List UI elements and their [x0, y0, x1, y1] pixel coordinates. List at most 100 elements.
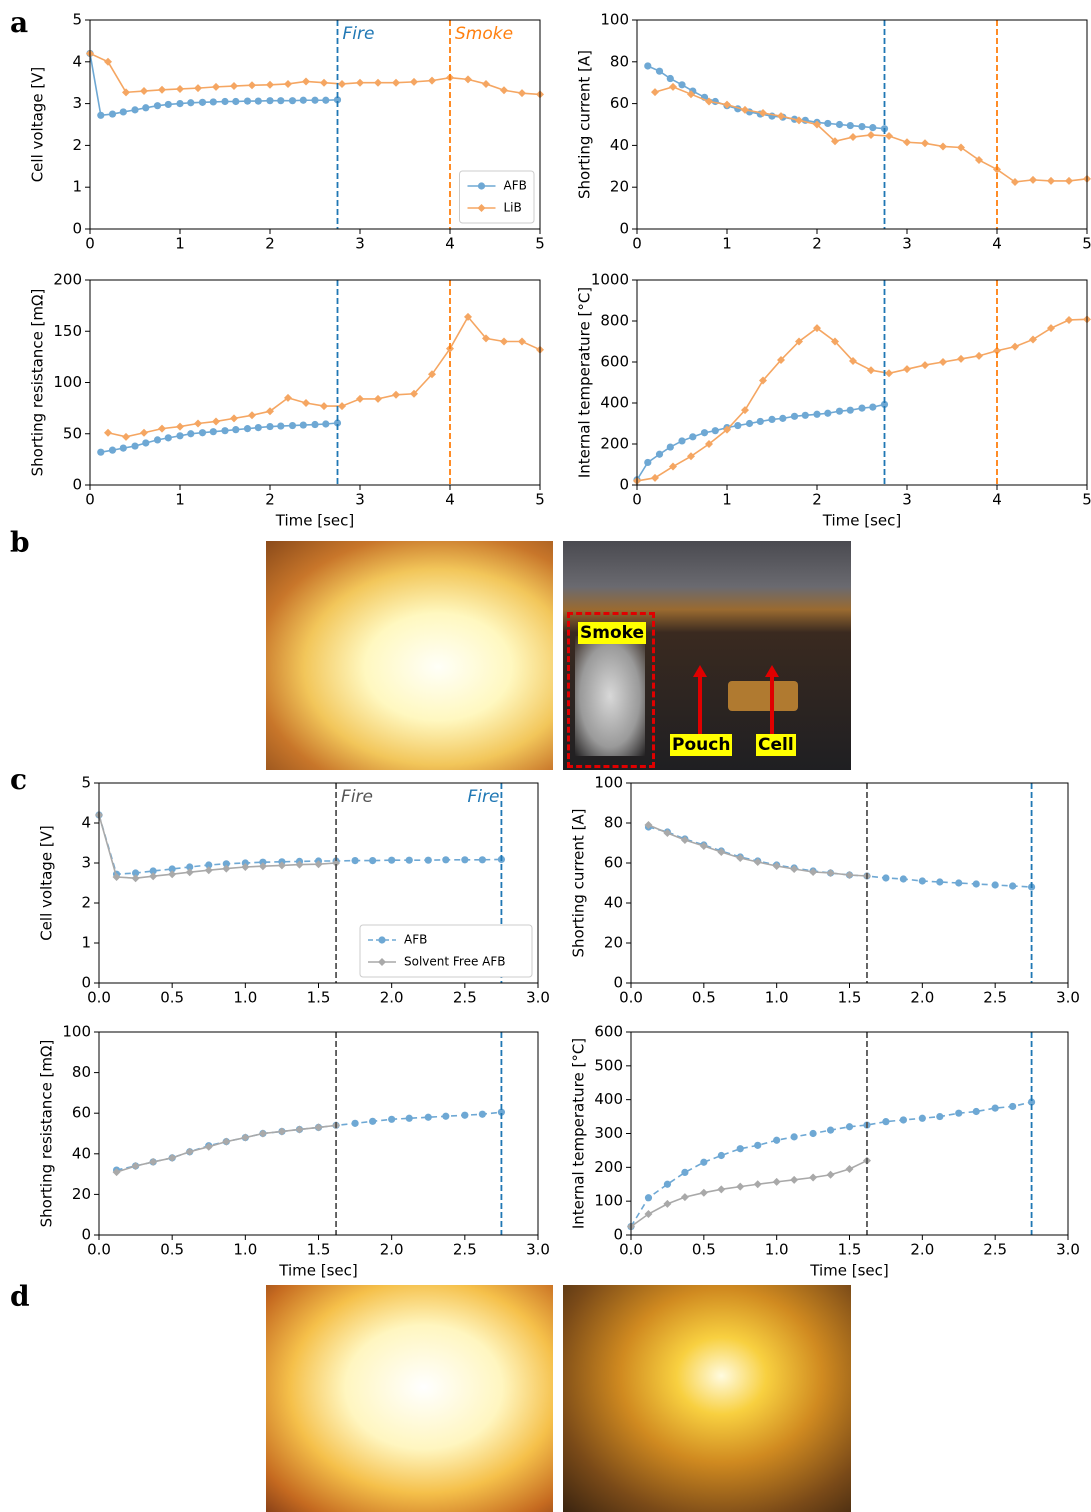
data-point	[1029, 335, 1037, 344]
data-point	[168, 865, 176, 873]
data-point	[717, 848, 726, 856]
series-line	[89, 52, 541, 96]
data-point	[314, 1123, 323, 1132]
data-point	[464, 75, 472, 84]
series-line	[636, 318, 1088, 482]
data-point	[1009, 882, 1017, 890]
data-point	[424, 1113, 432, 1121]
data-point	[759, 376, 767, 385]
plot-frame	[89, 19, 541, 230]
x-tick-label: 3.0	[526, 1241, 550, 1259]
legend-label: LiB	[504, 201, 522, 215]
x-tick-label: 2	[265, 235, 275, 253]
data-point	[149, 872, 158, 881]
data-point	[772, 1177, 781, 1186]
x-tick-label: 2.5	[453, 1241, 477, 1259]
data-point	[655, 450, 664, 458]
data-point	[736, 854, 745, 862]
series-line	[630, 1101, 1032, 1227]
y-tick-label: 80	[604, 814, 623, 832]
x-tick-label: 3	[355, 491, 365, 509]
series-line	[116, 1124, 337, 1173]
data-point	[644, 62, 652, 70]
data-point	[277, 861, 286, 870]
data-point	[187, 430, 195, 438]
data-point	[254, 97, 262, 105]
data-point	[678, 81, 686, 89]
data-point	[991, 1104, 999, 1112]
data-point	[176, 84, 184, 93]
data-point	[975, 351, 983, 360]
data-point	[955, 1109, 963, 1117]
y-tick-label: 0	[619, 220, 629, 238]
y-tick-label: 4	[81, 814, 91, 832]
x-tick-label: 1	[722, 491, 732, 509]
data-point	[689, 433, 697, 441]
data-point	[405, 1114, 413, 1122]
data-point	[1011, 342, 1019, 351]
data-point	[221, 427, 229, 435]
data-point	[903, 365, 911, 374]
data-point	[122, 432, 130, 441]
data-point	[428, 370, 436, 379]
data-point	[168, 1153, 177, 1162]
data-point	[112, 873, 121, 881]
x-tick-label: 2.5	[983, 1241, 1007, 1259]
arrow	[698, 673, 702, 735]
data-point	[198, 98, 207, 106]
data-point	[299, 421, 307, 429]
y-tick-label: 40	[610, 136, 629, 154]
data-point	[955, 879, 963, 887]
y-tick-label: 1	[72, 178, 82, 196]
data-point	[176, 432, 184, 440]
arrow	[770, 673, 774, 735]
data-point	[266, 80, 274, 89]
plot-frame	[636, 19, 1088, 230]
data-point	[205, 861, 213, 869]
y-tick-label: 100	[594, 1192, 623, 1210]
y-axis-label: Cell voltage [V]	[38, 825, 56, 941]
data-point	[972, 1107, 980, 1116]
data-point	[122, 88, 130, 97]
y-axis-label: Shorting current [A]	[570, 808, 588, 957]
y-tick-label: 600	[594, 1023, 623, 1041]
data-point	[644, 1210, 653, 1219]
data-point	[392, 78, 400, 87]
data-point	[681, 1168, 689, 1177]
data-point	[164, 100, 172, 109]
data-point	[651, 88, 659, 97]
data-point	[232, 426, 240, 434]
data-point	[405, 856, 413, 864]
x-tick-label: 2	[265, 491, 275, 509]
x-tick-label: 2.0	[380, 989, 404, 1007]
series-line	[630, 1159, 868, 1228]
data-point	[975, 156, 983, 165]
y-axis-label: Internal temperature [°C]	[570, 1038, 588, 1229]
data-point	[243, 97, 252, 105]
data-point	[795, 337, 803, 346]
series-line	[98, 814, 337, 880]
data-point	[1047, 324, 1055, 333]
data-point	[899, 875, 907, 883]
data-point	[882, 1118, 890, 1126]
data-point	[500, 86, 508, 95]
series-line	[100, 422, 338, 453]
legend-label: Solvent Free AFB	[404, 955, 506, 969]
y-tick-label: 0	[72, 476, 82, 494]
y-axis-label: Shorting current [A]	[576, 50, 594, 199]
x-tick-label: 1.5	[838, 1241, 862, 1259]
data-point	[736, 1145, 744, 1153]
data-point	[194, 84, 202, 93]
data-point	[678, 437, 686, 445]
data-point	[717, 1151, 725, 1160]
data-point	[158, 424, 166, 433]
data-point	[723, 425, 731, 434]
data-point	[790, 1175, 799, 1184]
data-point	[921, 139, 929, 148]
data-point	[741, 105, 749, 114]
legend-box	[359, 924, 533, 978]
data-point	[918, 1114, 926, 1122]
y-tick-label: 0	[81, 974, 91, 992]
data-point	[140, 87, 148, 96]
